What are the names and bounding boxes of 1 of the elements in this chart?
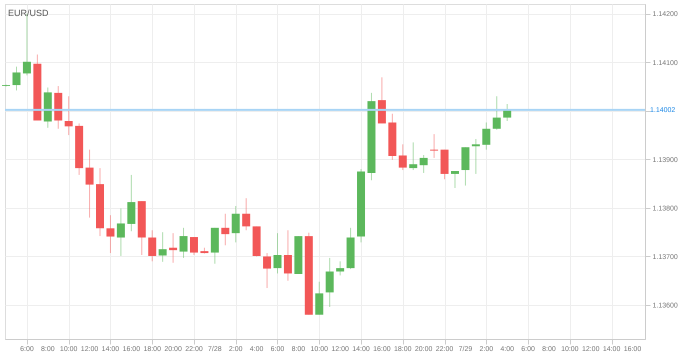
chart-title: EUR/USD (8, 8, 50, 18)
